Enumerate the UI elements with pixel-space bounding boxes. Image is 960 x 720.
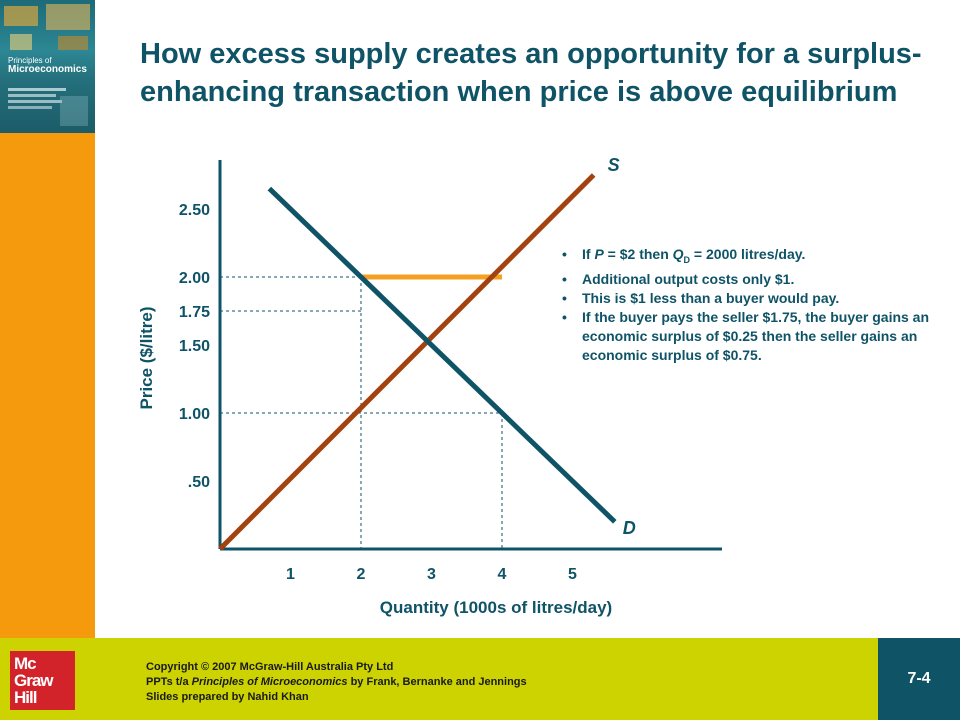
curve-label-s: S — [608, 155, 620, 175]
demand-subscript: D — [683, 254, 691, 265]
explanation-bullets: If P = $2 then QD = 2000 litres/day.Addi… — [562, 245, 954, 365]
y-tick-label: 1.00 — [179, 406, 210, 423]
bullet-text: If — [582, 246, 595, 262]
footer-bar — [0, 638, 960, 720]
curve-s — [218, 173, 596, 551]
x-tick-label: 2 — [357, 566, 366, 583]
logo-line-1: Mc — [14, 654, 37, 673]
quantity-symbol: Q — [672, 246, 684, 262]
bullet-text: = $2 then — [603, 246, 673, 262]
x-tick-label: 5 — [568, 566, 577, 583]
bullet-item: This is $1 less than a buyer would pay. — [562, 289, 954, 308]
x-tick-label: 3 — [427, 566, 436, 583]
y-tick-label: 2.50 — [179, 202, 210, 219]
tick-labels: 1 2 3 4 5 .50 1.00 1.50 1.75 2.00 2.50 — [179, 202, 577, 583]
book-title: Principles of Microeconomics — [191, 676, 348, 688]
y-tick-label: .50 — [188, 474, 210, 491]
bullet-item: If P = $2 then QD = 2000 litres/day. — [562, 245, 954, 270]
ppts-prefix: PPTs t/a — [146, 676, 192, 688]
book-cover-image: Principles of Microeconomics — [0, 0, 95, 133]
page-number: 7-4 — [907, 670, 931, 687]
x-tick-label: 1 — [286, 566, 295, 583]
x-tick-label: 4 — [498, 566, 507, 583]
y-axis-label: Price ($/litre) — [137, 307, 156, 410]
logo-line-3: Hill — [14, 688, 37, 707]
cover-title-line2: Microeconomics — [8, 64, 87, 75]
y-tick-label: 1.50 — [179, 338, 210, 355]
mcgraw-hill-logo: Mc Graw Hill — [10, 651, 75, 710]
curve-d — [267, 186, 617, 524]
curve-label-d: D — [623, 518, 636, 538]
bullet-text: = 2000 litres/day. — [690, 246, 806, 262]
cover-title: Principles of Microeconomics — [8, 56, 87, 75]
axes — [218, 160, 722, 551]
curves: SD — [218, 155, 636, 551]
page-number-box: 7-4 — [878, 638, 960, 720]
copyright-notice: Copyright © 2007 McGraw-Hill Australia P… — [146, 660, 527, 705]
prepared-line: Slides prepared by Nahid Khan — [146, 691, 309, 703]
x-axis-label: Quantity (1000s of litres/day) — [380, 598, 612, 617]
bullet-item: Additional output costs only $1. — [562, 270, 954, 289]
dashed-guides — [220, 276, 503, 549]
y-tick-label: 2.00 — [179, 270, 210, 287]
cover-title-line1: Principles of — [8, 56, 52, 65]
ppts-line: PPTs t/a Principles of Microeconomics by… — [146, 675, 527, 690]
ppts-suffix: by Frank, Bernanke and Jennings — [347, 676, 527, 688]
logo-line-2: Graw — [14, 671, 54, 690]
price-symbol: P — [594, 246, 604, 262]
slide-title: How excess supply creates an opportunity… — [140, 38, 922, 108]
bullet-item: If the buyer pays the seller $1.75, the … — [562, 308, 954, 365]
y-tick-label: 1.75 — [179, 304, 210, 321]
copyright-line: Copyright © 2007 McGraw-Hill Australia P… — [146, 661, 394, 673]
